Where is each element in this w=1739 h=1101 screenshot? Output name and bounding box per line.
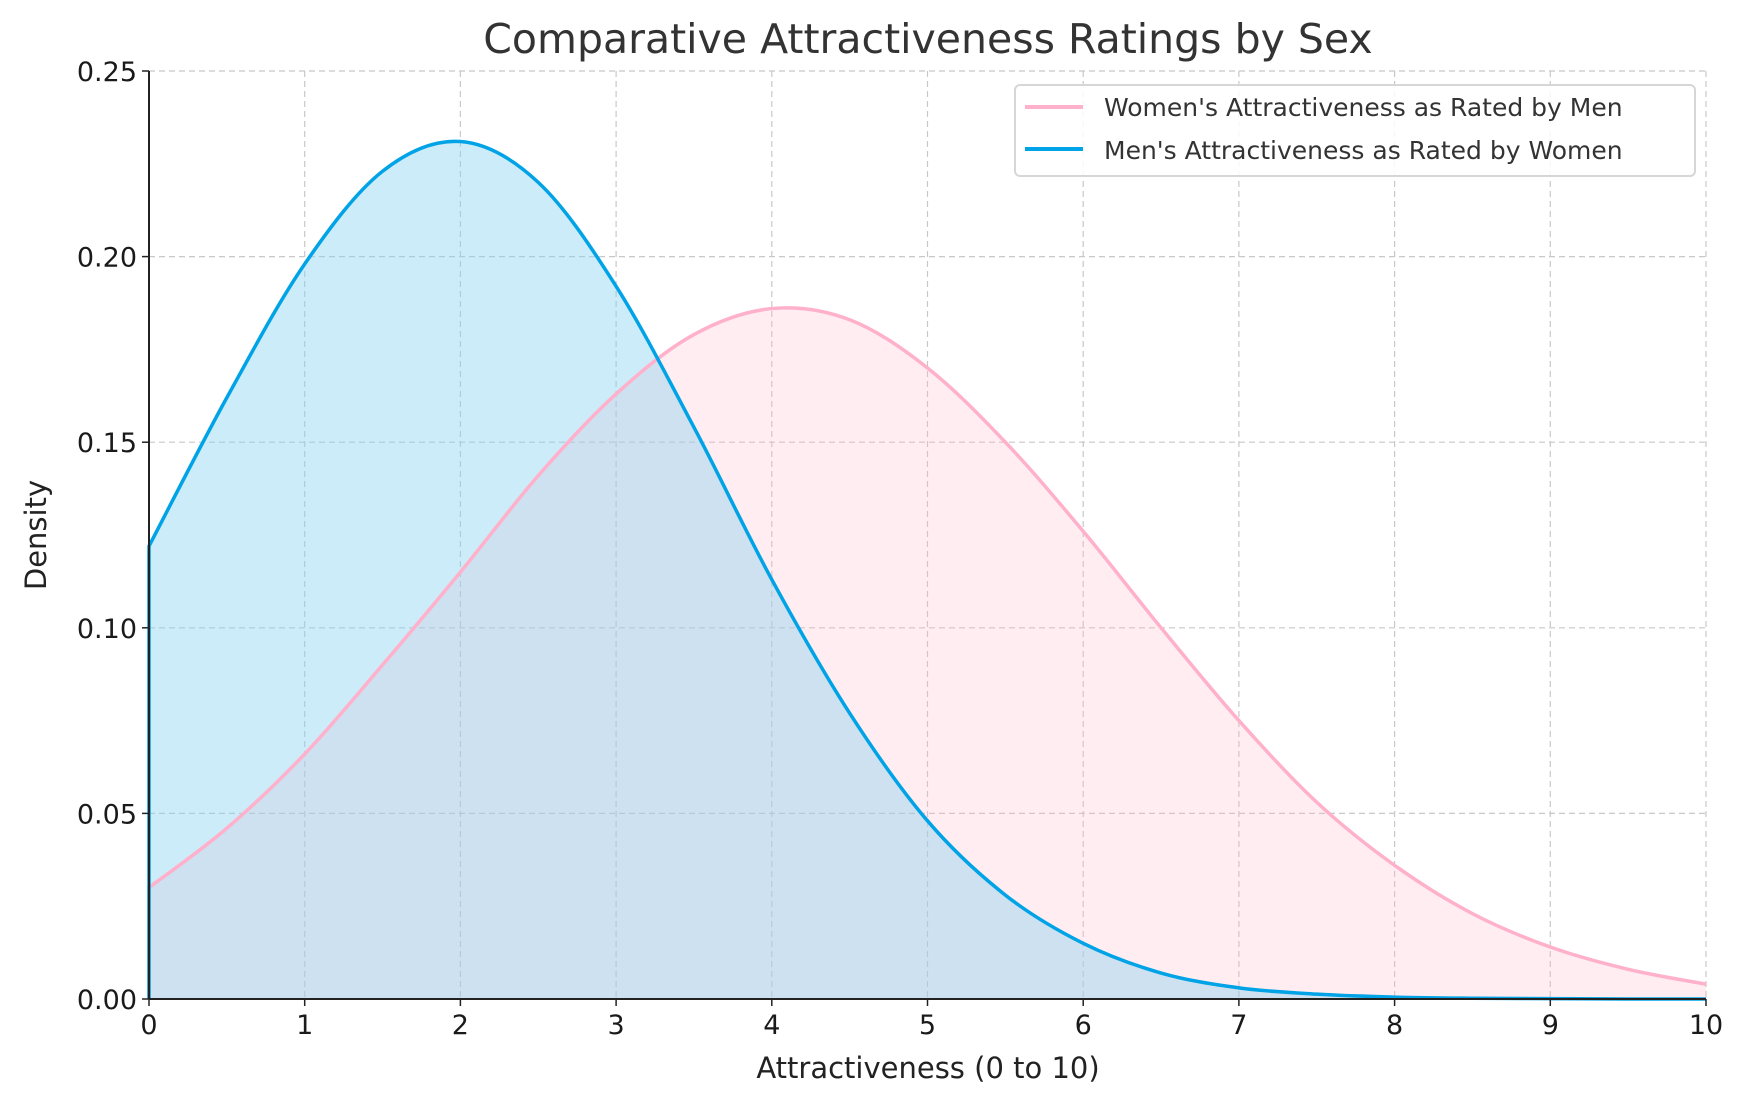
y-tick-label: 0.25 (77, 57, 137, 88)
y-tick-label: 0.10 (77, 614, 137, 645)
area-fills (149, 141, 1706, 1000)
x-tick-label: 10 (1689, 1010, 1723, 1041)
y-tick-label: 0.00 (77, 985, 137, 1016)
area-fill-0 (149, 307, 1706, 1000)
y-tick-label: 0.05 (77, 799, 137, 830)
legend-frame (1014, 84, 1696, 177)
x-tick-label: 1 (296, 1010, 313, 1041)
tick-labels: 0 1 2 3 4 5 6 7 8 9 10 0.00 0.05 0.10 0.15 0.20 0.25 (77, 57, 1723, 1041)
x-tick-label: 2 (452, 1010, 469, 1041)
series-lines (147, 139, 1707, 1001)
legend: Women's Attractiveness as Rated by Men M… (1014, 84, 1696, 177)
x-tick-label: 4 (763, 1010, 780, 1041)
x-tick-label: 3 (608, 1010, 625, 1041)
x-tick-label: 6 (1075, 1010, 1092, 1041)
y-axis-label: Density (19, 480, 53, 590)
x-tick-label: 9 (1542, 1010, 1559, 1041)
area-fill-1 (149, 141, 1706, 1000)
x-tick-label: 8 (1386, 1010, 1403, 1041)
x-tick-label: 5 (919, 1010, 936, 1041)
chart-title: Comparative Attractiveness Ratings by Se… (483, 15, 1372, 63)
grid (148, 70, 1707, 1000)
x-axis-label: Attractiveness (0 to 10) (756, 1051, 1099, 1085)
y-tick-label: 0.20 (77, 243, 137, 274)
series-line-0 (147, 306, 1707, 999)
y-tick-label: 0.15 (77, 428, 137, 459)
series-line-1 (147, 139, 1707, 1001)
legend-label-men: Men's Attractiveness as Rated by Women (1104, 136, 1623, 165)
legend-label-women: Women's Attractiveness as Rated by Men (1104, 93, 1623, 122)
x-tick-label: 7 (1230, 1010, 1247, 1041)
axes (142, 70, 1707, 1006)
x-tick-label: 0 (140, 1010, 157, 1041)
